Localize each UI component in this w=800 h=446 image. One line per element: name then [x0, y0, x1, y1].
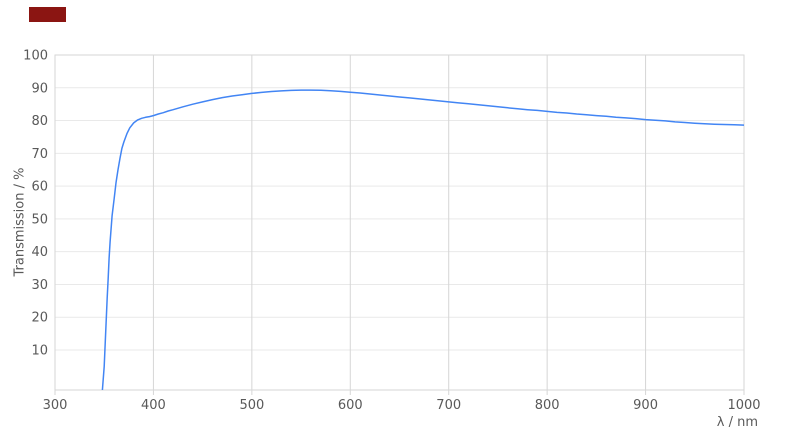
y-tick-label: 100 — [23, 49, 48, 64]
red-marker — [29, 7, 66, 22]
transmission-curve — [101, 89, 744, 390]
y-axis-title: Transmission / % — [12, 167, 28, 277]
y-tick-label: 80 — [31, 114, 48, 129]
x-tick-label: 300 — [43, 398, 68, 413]
x-tick-label: 900 — [633, 398, 658, 413]
y-tick-label: 20 — [31, 311, 48, 326]
y-tick-label: 40 — [31, 245, 48, 260]
x-tick-label: 600 — [338, 398, 363, 413]
y-tick-label: 90 — [31, 81, 48, 96]
y-tick-label: 70 — [31, 147, 48, 162]
x-tick-label: 800 — [535, 398, 560, 413]
x-tick-label: 500 — [239, 398, 264, 413]
y-tick-label: 10 — [31, 344, 48, 359]
y-tick-label: 50 — [31, 212, 48, 227]
y-tick-label: 30 — [31, 278, 48, 293]
x-tick-label: 1000 — [727, 398, 760, 413]
x-tick-label: 700 — [436, 398, 461, 413]
x-tick-label: 400 — [141, 398, 166, 413]
x-axis-title: λ / nm — [716, 415, 758, 430]
plot-border — [54, 54, 745, 391]
y-tick-label: 60 — [31, 180, 48, 195]
